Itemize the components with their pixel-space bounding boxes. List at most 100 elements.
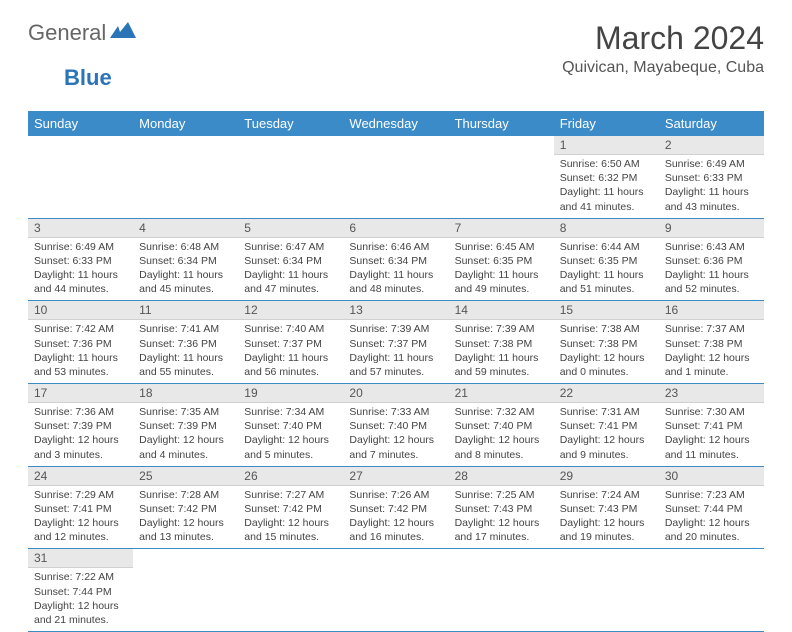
day-details: Sunrise: 7:30 AMSunset: 7:41 PMDaylight:… (659, 403, 764, 466)
day-number: 6 (343, 219, 448, 238)
calendar-day-cell: 20Sunrise: 7:33 AMSunset: 7:40 PMDayligh… (343, 384, 448, 467)
day-details: Sunrise: 7:32 AMSunset: 7:40 PMDaylight:… (449, 403, 554, 466)
calendar-day-cell: 18Sunrise: 7:35 AMSunset: 7:39 PMDayligh… (133, 384, 238, 467)
sunrise-line: Sunrise: 7:28 AM (139, 488, 232, 502)
day-details: Sunrise: 7:40 AMSunset: 7:37 PMDaylight:… (238, 320, 343, 383)
day-details: Sunrise: 7:31 AMSunset: 7:41 PMDaylight:… (554, 403, 659, 466)
day-details: Sunrise: 6:47 AMSunset: 6:34 PMDaylight:… (238, 238, 343, 301)
calendar-empty-cell (343, 136, 448, 218)
daylight-line: Daylight: 12 hours and 13 minutes. (139, 516, 232, 544)
daylight-line: Daylight: 12 hours and 19 minutes. (560, 516, 653, 544)
sunset-line: Sunset: 7:43 PM (560, 502, 653, 516)
calendar-day-cell: 31 Sunrise: 7:22 AMSunset: 7:44 PMDayligh… (28, 549, 133, 632)
day-number: 29 (554, 467, 659, 486)
day-details: Sunrise: 6:45 AMSunset: 6:35 PMDaylight:… (449, 238, 554, 301)
weekday-header: Tuesday (238, 111, 343, 136)
daylight-line: Daylight: 12 hours and 11 minutes. (665, 433, 758, 461)
day-details: Sunrise: 6:48 AMSunset: 6:34 PMDaylight:… (133, 238, 238, 301)
sunset-line: Sunset: 6:33 PM (34, 254, 127, 268)
day-number: 18 (133, 384, 238, 403)
day-details: Sunrise: 6:49 AMSunset: 6:33 PMDaylight:… (28, 238, 133, 301)
sunrise-line: Sunrise: 7:36 AM (34, 405, 127, 419)
sunrise-line: Sunrise: 7:24 AM (560, 488, 653, 502)
calendar-empty-cell (133, 549, 238, 632)
day-number: 11 (133, 301, 238, 320)
daylight-line: Daylight: 11 hours and 44 minutes. (34, 268, 127, 296)
daylight-line: Daylight: 12 hours and 21 minutes. (34, 599, 127, 627)
sunrise-line: Sunrise: 6:48 AM (139, 240, 232, 254)
calendar-day-cell: 27Sunrise: 7:26 AMSunset: 7:42 PMDayligh… (343, 466, 448, 549)
sunset-line: Sunset: 7:43 PM (455, 502, 548, 516)
calendar-table: SundayMondayTuesdayWednesdayThursdayFrid… (28, 111, 764, 632)
calendar-day-cell: 22Sunrise: 7:31 AMSunset: 7:41 PMDayligh… (554, 384, 659, 467)
sunset-line: Sunset: 7:39 PM (139, 419, 232, 433)
calendar-day-cell: 25Sunrise: 7:28 AMSunset: 7:42 PMDayligh… (133, 466, 238, 549)
daylight-line: Daylight: 11 hours and 56 minutes. (244, 351, 337, 379)
sunrise-line: Sunrise: 7:22 AM (34, 570, 127, 584)
day-number: 30 (659, 467, 764, 486)
day-number: 21 (449, 384, 554, 403)
daylight-line: Daylight: 12 hours and 20 minutes. (665, 516, 758, 544)
calendar-empty-cell (449, 136, 554, 218)
day-details: Sunrise: 7:26 AMSunset: 7:42 PMDaylight:… (343, 486, 448, 549)
sunset-line: Sunset: 7:38 PM (560, 337, 653, 351)
sunset-line: Sunset: 7:42 PM (244, 502, 337, 516)
weekday-header: Friday (554, 111, 659, 136)
day-details: Sunrise: 7:41 AMSunset: 7:36 PMDaylight:… (133, 320, 238, 383)
day-details: Sunrise: 7:35 AMSunset: 7:39 PMDaylight:… (133, 403, 238, 466)
sunset-line: Sunset: 7:36 PM (34, 337, 127, 351)
weekday-header: Sunday (28, 111, 133, 136)
sunrise-line: Sunrise: 6:45 AM (455, 240, 548, 254)
calendar-day-cell: 4Sunrise: 6:48 AMSunset: 6:34 PMDaylight… (133, 218, 238, 301)
sunrise-line: Sunrise: 7:31 AM (560, 405, 653, 419)
logo-text-general: General (28, 20, 106, 46)
day-details: Sunrise: 7:34 AMSunset: 7:40 PMDaylight:… (238, 403, 343, 466)
sunrise-line: Sunrise: 7:42 AM (34, 322, 127, 336)
sunset-line: Sunset: 6:34 PM (139, 254, 232, 268)
weekday-header: Monday (133, 111, 238, 136)
day-number: 27 (343, 467, 448, 486)
calendar-day-cell: 1Sunrise: 6:50 AMSunset: 6:32 PMDaylight… (554, 136, 659, 218)
calendar-day-cell: 2Sunrise: 6:49 AMSunset: 6:33 PMDaylight… (659, 136, 764, 218)
daylight-line: Daylight: 12 hours and 0 minutes. (560, 351, 653, 379)
daylight-line: Daylight: 11 hours and 51 minutes. (560, 268, 653, 296)
daylight-line: Daylight: 12 hours and 8 minutes. (455, 433, 548, 461)
day-details: Sunrise: 6:46 AMSunset: 6:34 PMDaylight:… (343, 238, 448, 301)
month-title: March 2024 (562, 20, 764, 57)
sunrise-line: Sunrise: 7:41 AM (139, 322, 232, 336)
daylight-line: Daylight: 11 hours and 59 minutes. (455, 351, 548, 379)
daylight-line: Daylight: 12 hours and 3 minutes. (34, 433, 127, 461)
daylight-line: Daylight: 11 hours and 41 minutes. (560, 185, 653, 213)
calendar-day-cell: 17Sunrise: 7:36 AMSunset: 7:39 PMDayligh… (28, 384, 133, 467)
calendar-week-row: 1Sunrise: 6:50 AMSunset: 6:32 PMDaylight… (28, 136, 764, 218)
calendar-day-cell: 13Sunrise: 7:39 AMSunset: 7:37 PMDayligh… (343, 301, 448, 384)
calendar-empty-cell (449, 549, 554, 632)
day-number: 31 (28, 549, 133, 568)
daylight-line: Daylight: 12 hours and 9 minutes. (560, 433, 653, 461)
sunset-line: Sunset: 6:34 PM (244, 254, 337, 268)
day-number: 28 (449, 467, 554, 486)
calendar-day-cell: 23Sunrise: 7:30 AMSunset: 7:41 PMDayligh… (659, 384, 764, 467)
calendar-day-cell: 14Sunrise: 7:39 AMSunset: 7:38 PMDayligh… (449, 301, 554, 384)
weekday-header: Wednesday (343, 111, 448, 136)
sunset-line: Sunset: 7:36 PM (139, 337, 232, 351)
sunrise-line: Sunrise: 7:29 AM (34, 488, 127, 502)
daylight-line: Daylight: 11 hours and 45 minutes. (139, 268, 232, 296)
calendar-header-row: SundayMondayTuesdayWednesdayThursdayFrid… (28, 111, 764, 136)
day-details: Sunrise: 7:39 AMSunset: 7:38 PMDaylight:… (449, 320, 554, 383)
calendar-week-row: 10Sunrise: 7:42 AMSunset: 7:36 PMDayligh… (28, 301, 764, 384)
sunset-line: Sunset: 6:35 PM (560, 254, 653, 268)
day-details: Sunrise: 7:36 AMSunset: 7:39 PMDaylight:… (28, 403, 133, 466)
day-details: Sunrise: 7:42 AMSunset: 7:36 PMDaylight:… (28, 320, 133, 383)
daylight-line: Daylight: 12 hours and 7 minutes. (349, 433, 442, 461)
sunrise-line: Sunrise: 7:34 AM (244, 405, 337, 419)
sunset-line: Sunset: 7:44 PM (34, 585, 127, 599)
sunset-line: Sunset: 6:32 PM (560, 171, 653, 185)
sunset-line: Sunset: 7:44 PM (665, 502, 758, 516)
day-details: Sunrise: 7:33 AMSunset: 7:40 PMDaylight:… (343, 403, 448, 466)
sunset-line: Sunset: 7:41 PM (560, 419, 653, 433)
day-number: 14 (449, 301, 554, 320)
sunset-line: Sunset: 7:37 PM (244, 337, 337, 351)
day-details: Sunrise: 7:27 AMSunset: 7:42 PMDaylight:… (238, 486, 343, 549)
sunset-line: Sunset: 6:33 PM (665, 171, 758, 185)
